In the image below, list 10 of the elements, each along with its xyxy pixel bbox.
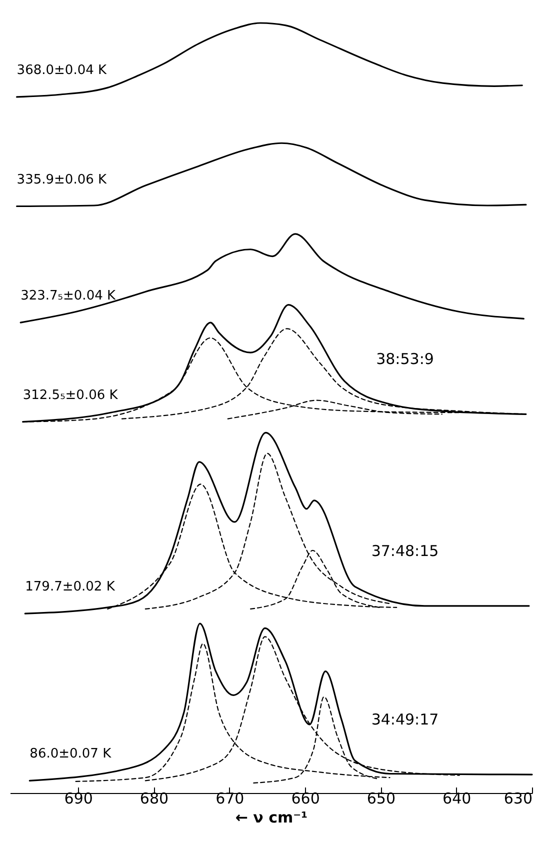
- annotation: 38:53:9: [376, 350, 434, 368]
- annotation: 34:49:17: [371, 710, 439, 729]
- series-label: 312.5₅±0.06 K: [22, 388, 118, 403]
- series-label: 179.7±0.02 K: [25, 580, 116, 595]
- annotation: 37:48:15: [371, 542, 439, 560]
- series-label: 368.0±0.04 K: [16, 62, 107, 78]
- series-label: 86.0±0.07 K: [30, 746, 112, 762]
- series-label: 335.9±0.06 K: [16, 172, 107, 188]
- series-label: 323.7₅±0.04 K: [20, 288, 116, 304]
- x-axis-title: ← ν cm⁻¹: [235, 808, 308, 826]
